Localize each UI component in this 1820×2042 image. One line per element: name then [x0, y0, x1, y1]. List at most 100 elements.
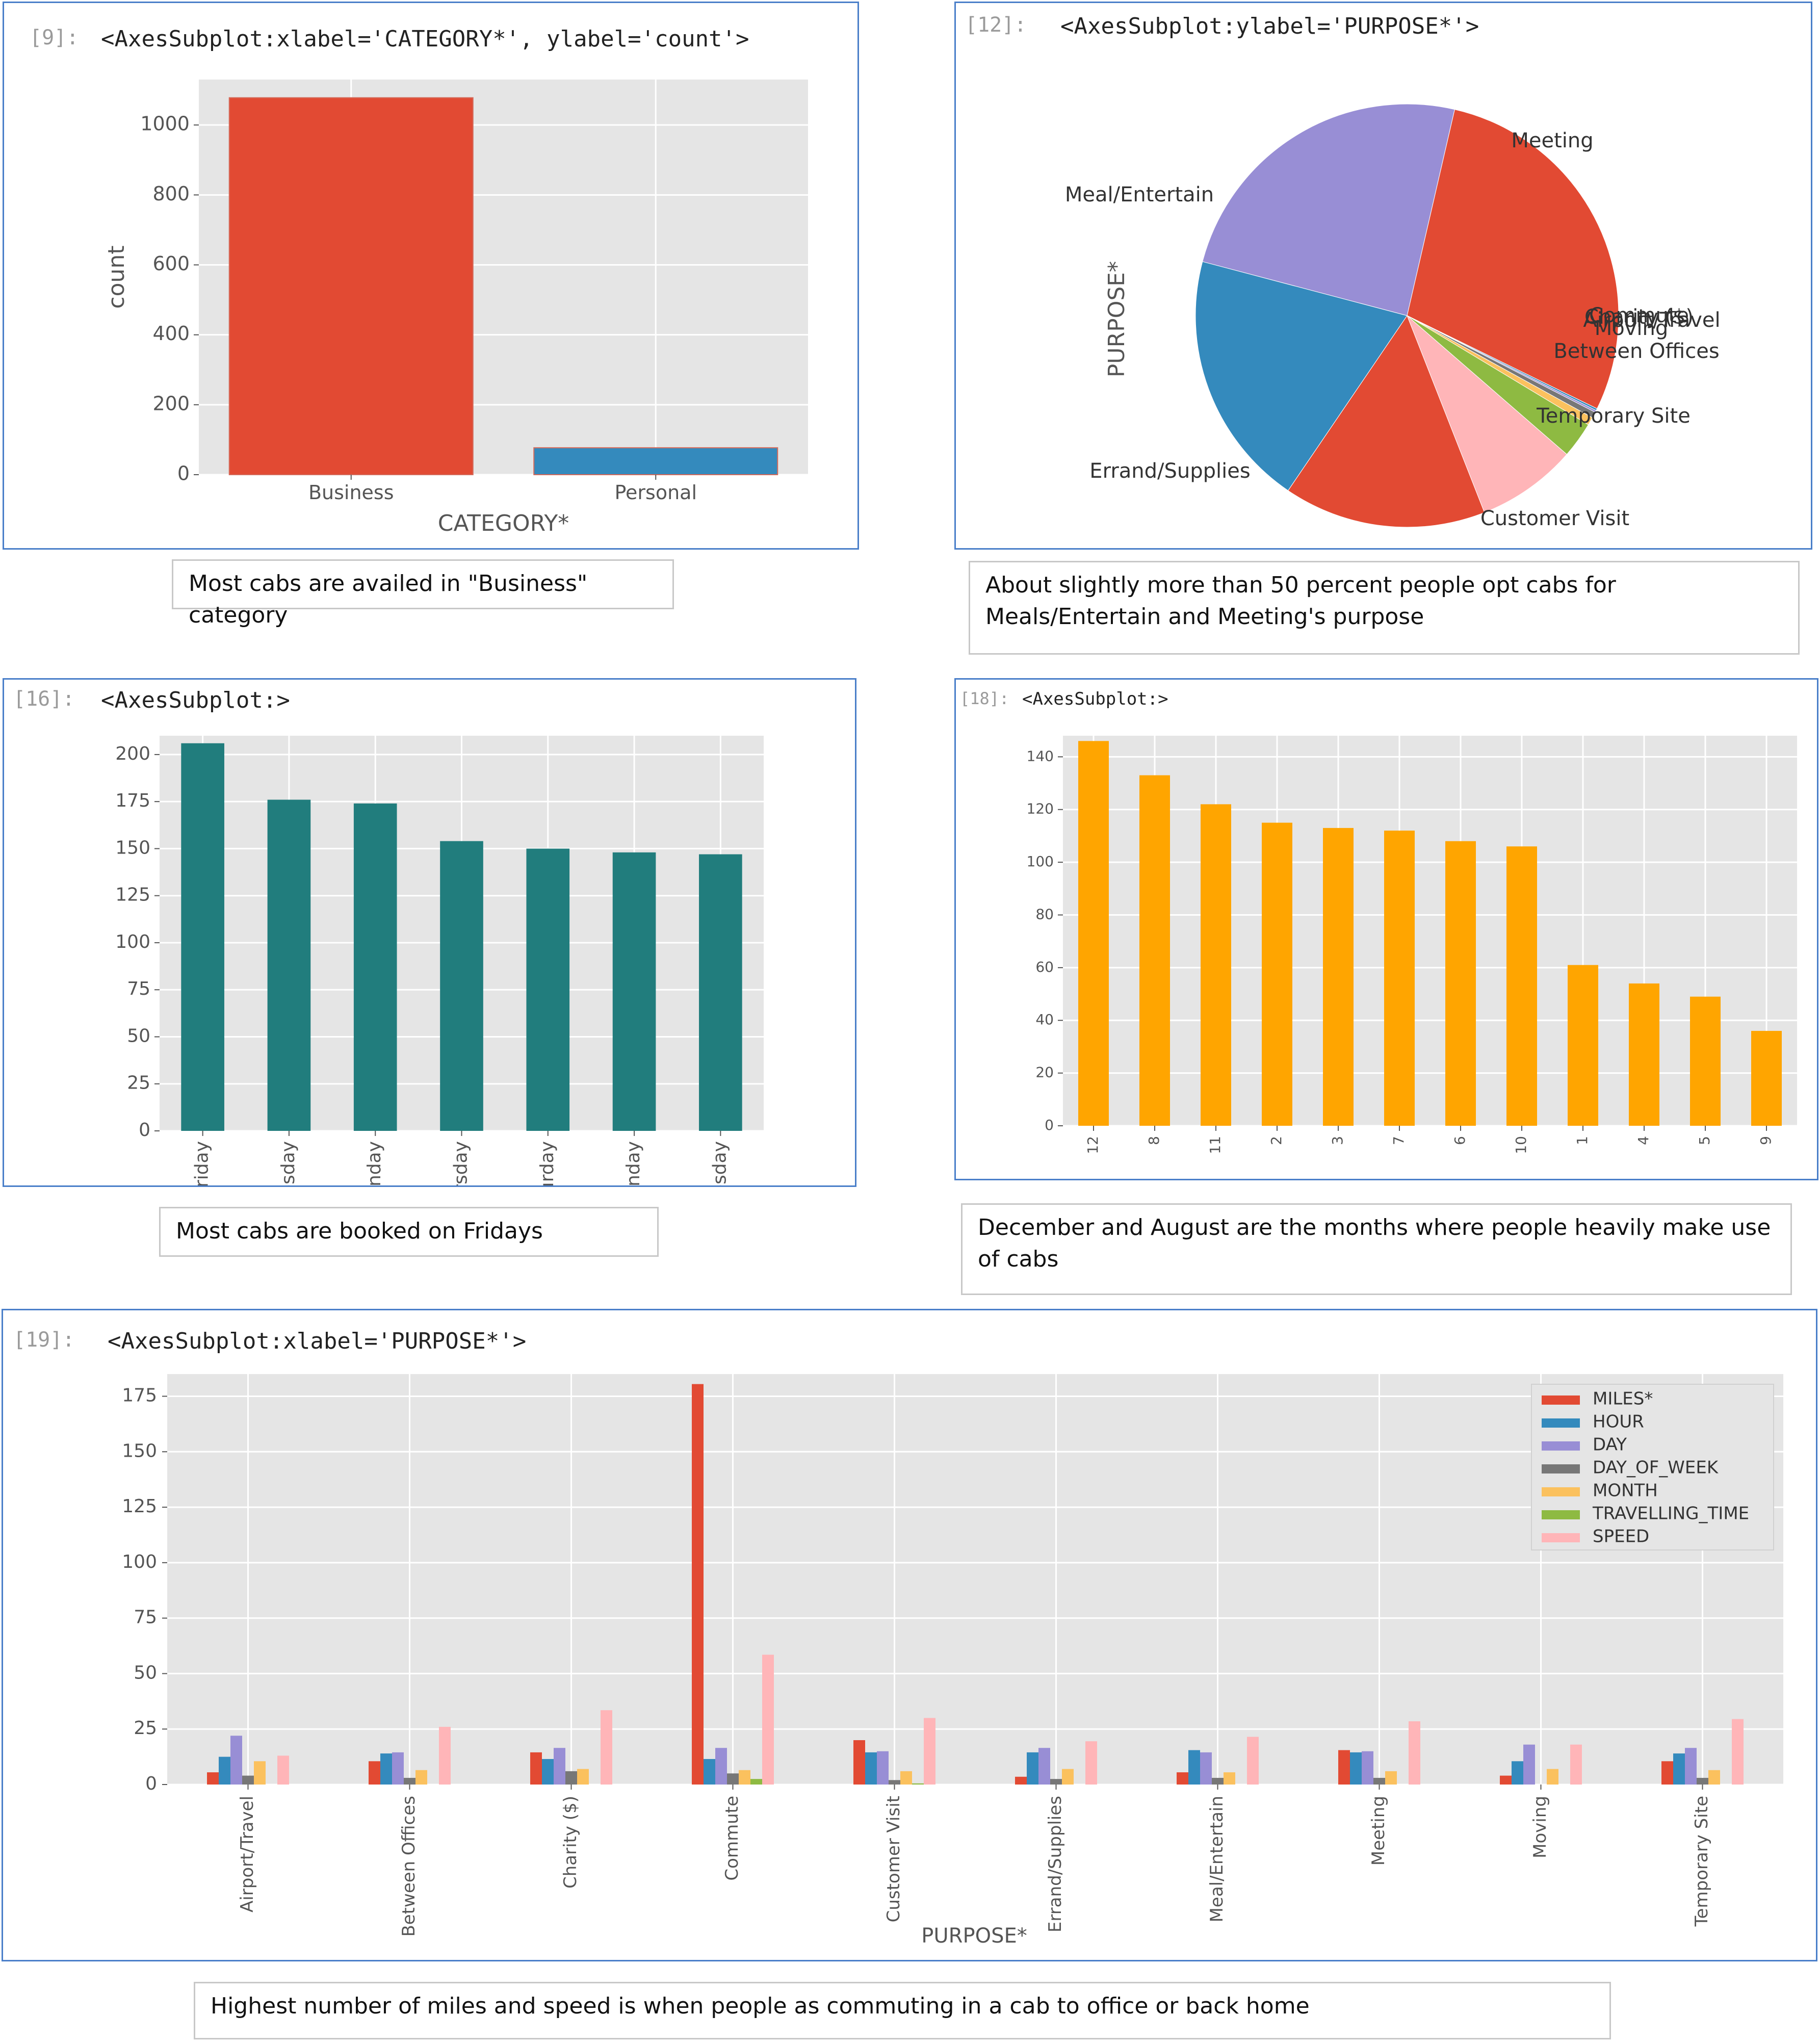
bar-miles- — [207, 1772, 219, 1785]
y-tick-label: 100 — [115, 932, 150, 952]
pie-label: Meal/Entertain — [1065, 183, 1214, 206]
bar-speed — [439, 1726, 451, 1785]
cell-18-output: <AxesSubplot:> — [1022, 689, 1168, 709]
legend-label: DAY — [1593, 1435, 1627, 1455]
bar-day-of-week — [1050, 1779, 1062, 1785]
legend-swatch — [1542, 1533, 1580, 1542]
y-tick-label: 175 — [122, 1385, 157, 1406]
x-axis-label: PURPOSE* — [921, 1924, 1027, 1948]
x-tick-label: 7 — [1390, 1136, 1407, 1145]
x-tick-label: Moving — [1530, 1796, 1550, 1858]
y-tick-label: 800 — [152, 183, 190, 205]
cell-9-output: <AxesSubplot:xlabel='CATEGORY*', ylabel=… — [101, 26, 749, 52]
bar-day — [1685, 1748, 1697, 1785]
bar-day — [230, 1736, 242, 1785]
legend-label: MONTH — [1593, 1481, 1658, 1501]
pie-label: Charity ($) — [1584, 305, 1694, 329]
x-tick-label: 1 — [1574, 1136, 1591, 1145]
y-tick-label: 150 — [115, 837, 150, 858]
purpose-grouped-bar-chart: 0 25 50 75 100 125 150 175 Airport/Travel Between… — [122, 1374, 1783, 1948]
y-tick-label: 100 — [1027, 853, 1054, 870]
pie-slice-meeting — [1407, 109, 1619, 409]
x-tick-label: Personal — [614, 481, 697, 504]
bar-miles- — [1661, 1761, 1673, 1785]
cell-18-panel: [18]: <AxesSubplot:> 0 20 40 60 80 100 120 140 1… — [954, 678, 1818, 1180]
bar-day — [392, 1752, 404, 1785]
y-tick-label: 50 — [134, 1662, 157, 1683]
cell-18-note: December and August are the months where… — [961, 1203, 1792, 1295]
bar-10 — [1506, 846, 1537, 1126]
y-tick-label: 40 — [1035, 1011, 1054, 1028]
bar-sunday — [612, 852, 656, 1131]
bar-hour — [1673, 1753, 1685, 1785]
cell-16-prompt: [16]: — [13, 687, 75, 711]
x-tick-label: Saturday — [537, 1141, 558, 1185]
x-tick-label: Errand/Supplies — [1045, 1796, 1065, 1932]
x-tick-label: 4 — [1635, 1136, 1652, 1145]
y-tick-label: 125 — [122, 1496, 157, 1517]
bar-hour — [704, 1759, 715, 1785]
weekday-bar-chart: 0 25 50 75 100 125 150 175 200 Friday Tuesday Monda… — [115, 736, 764, 1185]
legend-swatch — [1542, 1464, 1580, 1474]
bar-travelling-time — [912, 1783, 924, 1785]
pie-label: Customer Visit — [1480, 507, 1629, 530]
bar-day-of-week — [242, 1775, 254, 1785]
x-tick-label: Monday — [364, 1141, 385, 1185]
plot-area — [167, 1374, 1783, 1785]
cell-12-prompt: [12]: — [965, 13, 1027, 37]
legend-label: DAY_OF_WEEK — [1593, 1458, 1719, 1478]
x-tick-label: Meal/Entertain — [1207, 1796, 1227, 1922]
x-tick-label: Airport/Travel — [237, 1796, 257, 1912]
bar-month — [415, 1770, 427, 1785]
legend-swatch — [1542, 1510, 1580, 1519]
bar-business — [228, 97, 474, 476]
x-tick-label: 9 — [1757, 1136, 1774, 1145]
cell-9-note: Most cabs are availed in "Business" cate… — [172, 559, 674, 628]
bar-month — [1708, 1770, 1720, 1785]
y-tick-label: 25 — [134, 1718, 157, 1739]
bar-miles- — [1177, 1772, 1188, 1785]
pie-slice-customer-visit — [1287, 315, 1485, 528]
x-tick-label: 12 — [1084, 1136, 1101, 1154]
bar-3 — [1323, 828, 1354, 1126]
y-tick-label: 0 — [139, 1120, 150, 1141]
cell-9-prompt: [9]: — [30, 26, 79, 49]
y-tick-label: 1000 — [140, 113, 190, 135]
bar-day-of-week — [889, 1780, 900, 1785]
pie-slice-meal-entertain — [1202, 104, 1455, 316]
bar-thursday — [440, 841, 483, 1131]
bar-miles- — [1500, 1775, 1512, 1785]
y-tick-label: 125 — [115, 885, 150, 906]
cell-9-panel: [9]: <AxesSubplot:xlabel='CATEGORY*', yl… — [3, 2, 859, 550]
bar-5 — [1690, 996, 1721, 1126]
legend-swatch — [1542, 1418, 1580, 1428]
x-tick-label: Meeting — [1368, 1796, 1389, 1866]
legend-swatch — [1542, 1395, 1580, 1405]
bar-speed — [1409, 1721, 1420, 1785]
bar-12 — [1078, 741, 1109, 1126]
bar-miles- — [369, 1761, 380, 1785]
pie-label: Temporary Site — [1536, 404, 1691, 428]
bar-miles- — [853, 1740, 865, 1785]
pie-slice-temporary-site — [1407, 315, 1568, 513]
bar-speed — [1085, 1741, 1097, 1785]
bar-miles- — [692, 1384, 704, 1785]
y-tick-label: 0 — [177, 462, 190, 485]
bar-wednesday — [699, 854, 742, 1131]
bar-day — [877, 1751, 889, 1785]
pie-slice-errand-supplies — [1195, 261, 1408, 491]
legend-label: HOUR — [1593, 1412, 1644, 1432]
y-tick-label: 20 — [1035, 1064, 1054, 1081]
x-tick-label: 10 — [1513, 1136, 1529, 1154]
y-tick-label: 75 — [134, 1607, 157, 1628]
cell-19-panel: [19]: <AxesSubplot:xlabel='PURPOSE*'> 0 2… — [2, 1309, 1817, 1961]
bar-speed — [924, 1718, 935, 1785]
bar-speed — [762, 1655, 774, 1785]
bar-day-of-week — [1373, 1777, 1385, 1785]
pie-label: Commute — [1589, 304, 1689, 327]
bar-day — [1362, 1751, 1373, 1785]
bar-month — [739, 1770, 750, 1785]
bar-saturday — [526, 848, 570, 1131]
cell-12-panel: [12]: <AxesSubplot:ylabel='PURPOSE*'> Me… — [954, 2, 1812, 550]
